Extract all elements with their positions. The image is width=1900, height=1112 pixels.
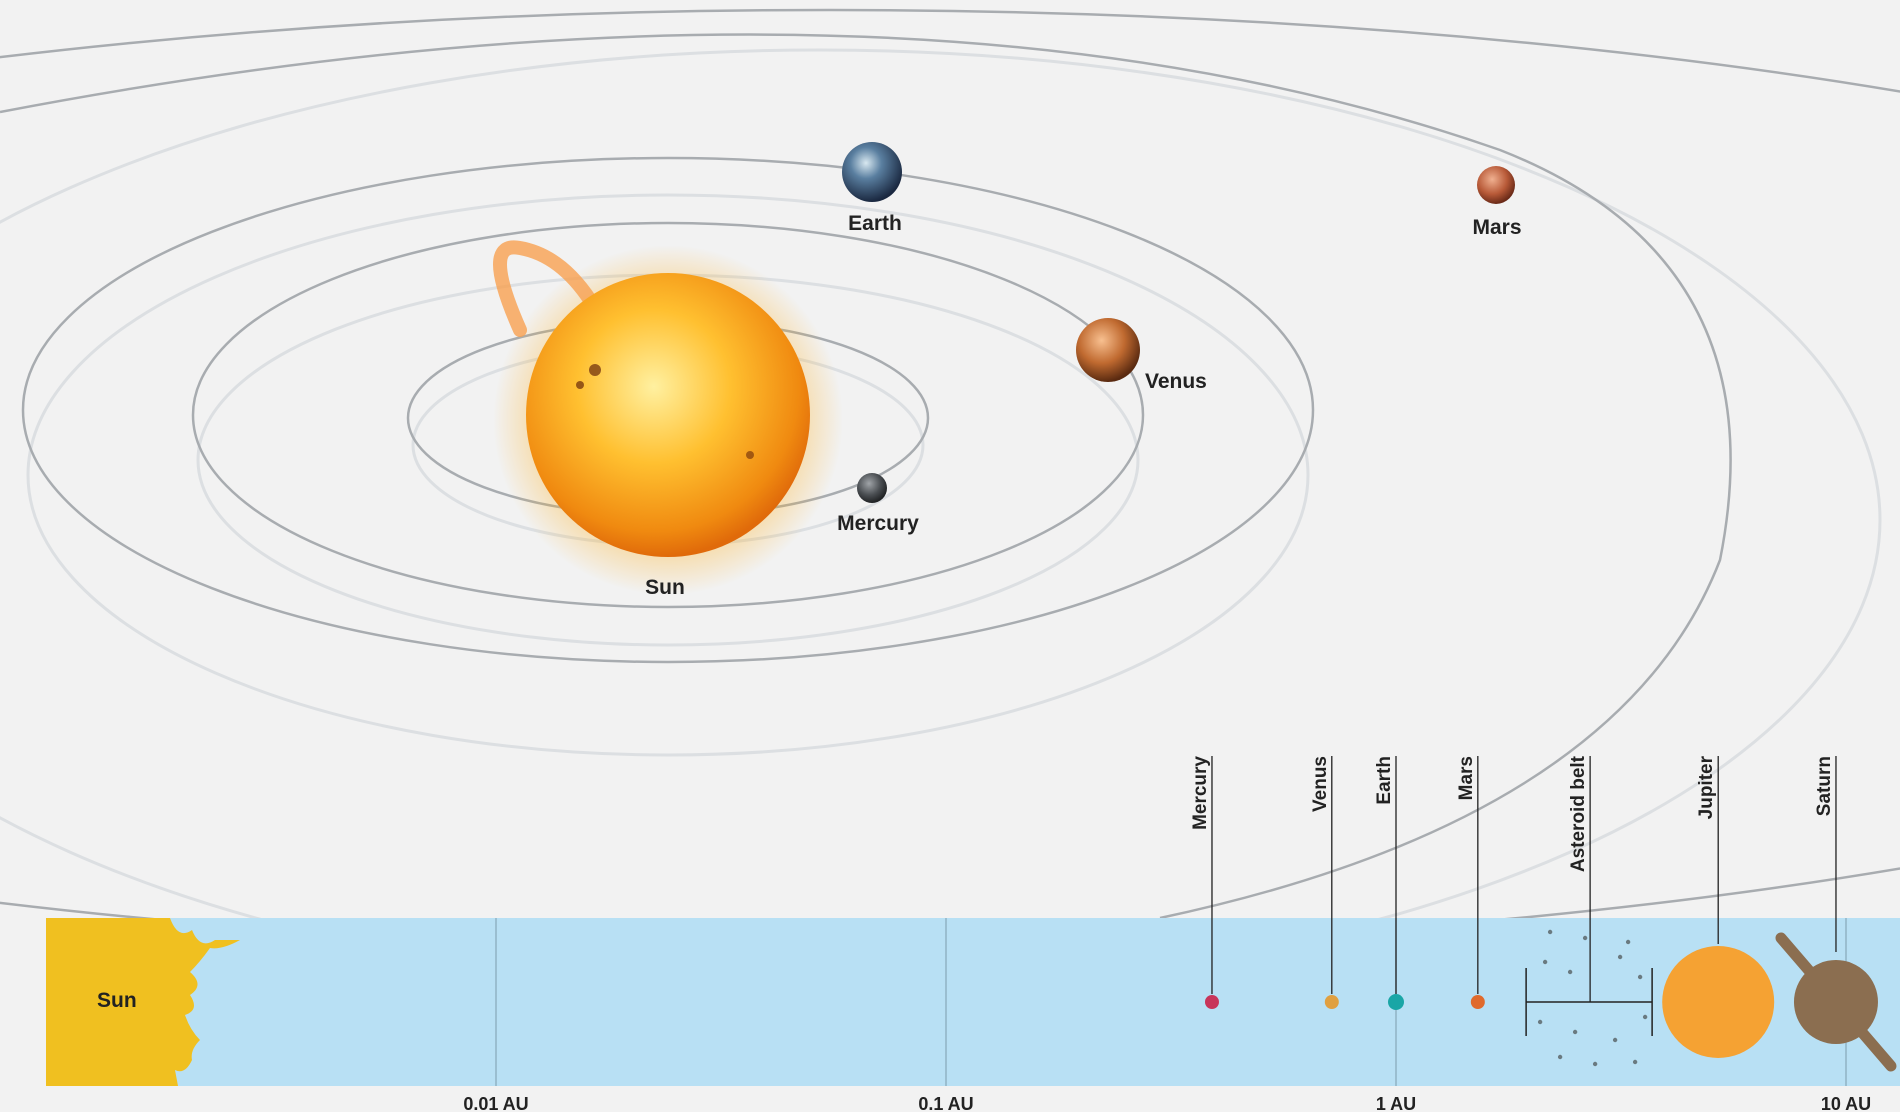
asteroid-dot [1537,1019,1543,1025]
scale-sun-label: Sun [97,989,137,1012]
scale-object-saturn: Saturn [1775,756,1897,1072]
planet-marker [1204,995,1219,1009]
orbit-shadow-rings [0,48,1882,992]
scale-object-mars: Mars [1456,756,1485,1009]
earth-planet [842,142,902,202]
asteroid-dot [1582,935,1588,941]
venus-planet [1076,318,1140,382]
asteroid-dot [1617,954,1623,960]
orbit-diagram: Earth Mars Venus Mercury Sun [0,8,1900,992]
asteroid-dot [1592,1061,1598,1067]
tick-label: 1 AU [1376,1094,1416,1112]
scale-object-jupiter: Jupiter [1662,755,1775,1058]
object-label: Asteroid belt [1568,755,1589,872]
asteroid-dot [1572,1029,1578,1035]
outer-orbit-arc [0,33,1732,920]
asteroid-dot [1625,939,1631,945]
object-label: Saturn [1814,756,1835,816]
scale-bar-objects: Mercury Venus Earth Mars Asteroid belt Jupite… [1190,755,1897,1072]
mars-planet [1477,166,1515,204]
asteroid-dot [1557,1054,1563,1060]
mars-label: Mars [1472,216,1521,239]
tick-label: 0.01 AU [463,1094,528,1112]
planet-marker [1470,995,1485,1009]
planet-marker [1793,960,1878,1044]
scale-object-venus: Venus [1310,756,1339,1009]
scale-object-mercury: Mercury [1190,756,1219,1009]
venus-orbit [191,221,1145,609]
object-label: Mars [1456,756,1477,800]
earth-orbit [21,156,1315,664]
scale-bar-tick-labels: 0.01 AU 0.1 AU 1 AU 10 AU [463,1094,1871,1112]
mars-orbit [0,8,1900,952]
mercury-label: Mercury [837,512,919,535]
asteroid-dot [1567,969,1573,975]
scale-object-asteroid-belt: Asteroid belt [1568,755,1591,1002]
scale-object-earth: Earth [1374,756,1404,1010]
asteroid-dot [1637,974,1643,980]
asteroid-dot [1632,1059,1638,1065]
solar-prominence [493,240,597,337]
object-label: Jupiter [1696,755,1717,819]
tick-label: 0.1 AU [918,1094,973,1112]
sun-label: Sun [645,576,685,599]
object-label: Earth [1374,756,1395,805]
asteroid-dot [1642,1014,1648,1020]
asteroid-dot [1547,929,1553,935]
object-label: Venus [1310,756,1331,812]
earth-label: Earth [848,212,902,235]
asteroid-dot [1612,1037,1618,1043]
sun-3d [493,240,843,595]
planet-marker [1324,995,1339,1009]
mercury-planet [857,473,887,503]
tick-label: 10 AU [1821,1094,1871,1112]
scale-bar: Sun Mercury Venus Earth Mars Asteroid belt Ju… [46,755,1900,1112]
planet-marker [1388,994,1404,1010]
sun-bar-block: Sun [46,918,240,1086]
asteroid-belt [1525,929,1653,1067]
asteroid-dot [1542,959,1548,965]
venus-label: Venus [1145,370,1207,393]
planet-marker [1662,946,1775,1058]
object-label: Mercury [1190,756,1211,830]
orbit-rings [0,8,1900,952]
